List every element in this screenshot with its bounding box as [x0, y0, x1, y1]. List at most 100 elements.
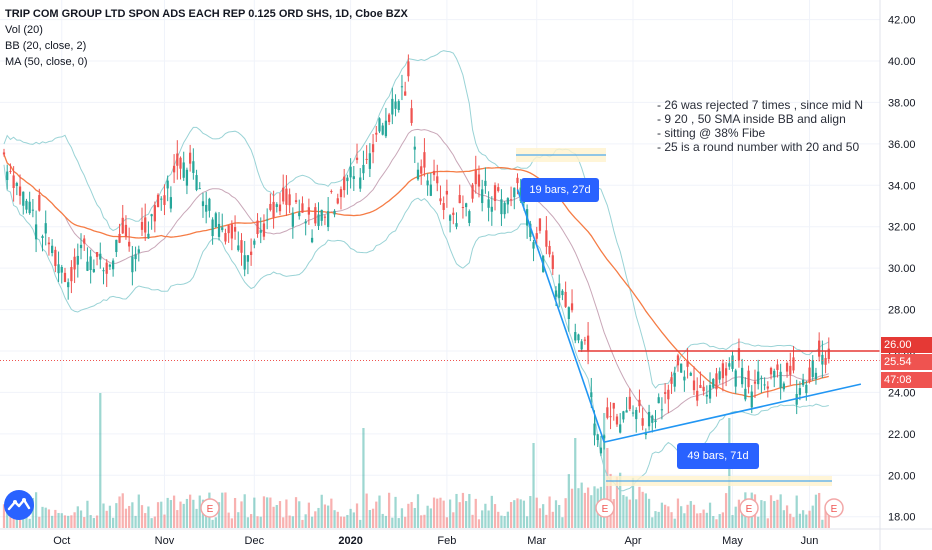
candle-body [696, 390, 699, 401]
volume-bar [362, 428, 365, 528]
volume-bar [574, 438, 577, 528]
candle-body [558, 283, 561, 298]
volume-bar [737, 499, 741, 528]
volume-bar [606, 448, 609, 528]
time-tick-label: May [722, 535, 743, 547]
volume-bar [262, 496, 266, 528]
candle-body [753, 381, 757, 384]
volume-bar [182, 503, 185, 528]
volume-bar [217, 502, 221, 528]
bar-countdown-tag: 47:08 [881, 372, 932, 388]
candle-body [468, 211, 471, 223]
time-tick-label: Apr [624, 535, 641, 547]
candle-body [336, 198, 339, 204]
candle-body [355, 157, 359, 160]
volume-bar [160, 501, 163, 528]
candle-body [586, 335, 590, 351]
symbol-title[interactable]: TRIP COM GROUP LTD SPON ADS EACH REP 0.1… [5, 8, 408, 20]
volume-bar [635, 499, 638, 528]
candle-body [567, 307, 570, 320]
candle-body [246, 255, 250, 262]
legend-moving-average[interactable]: MA (50, close, 0) [5, 56, 88, 68]
candle-body [150, 214, 153, 217]
earnings-marker-icon [595, 498, 615, 518]
candle-body [599, 447, 603, 454]
legend-bollinger[interactable]: BB (20, close, 2) [5, 40, 87, 52]
volume-bar [128, 505, 131, 528]
price-tick-label: 32.00 [888, 222, 916, 234]
candle-body [814, 372, 818, 379]
volume-bar [323, 504, 327, 528]
candle-body [397, 101, 400, 110]
volume-bar [243, 494, 246, 528]
candle-body [163, 195, 166, 205]
candle-body [6, 171, 9, 181]
volume-bar [535, 497, 538, 528]
volume-bar [387, 492, 391, 528]
candle-body [47, 242, 51, 245]
candle-body [683, 376, 686, 381]
bars-range-callout[interactable]: 49 bars, 71d [677, 443, 759, 469]
volume-bar [769, 495, 773, 528]
candle-body [635, 409, 638, 420]
candle-body [792, 357, 795, 371]
volume-bar [811, 505, 814, 528]
earnings-marker-label: E [207, 504, 214, 515]
candle-body [503, 202, 506, 215]
candle-body [2, 152, 6, 155]
candle-body [301, 203, 304, 213]
legend-volume[interactable]: Vol (20) [5, 24, 43, 36]
volume-bar [760, 500, 763, 528]
candle-body [9, 170, 12, 172]
volume-bar [757, 516, 760, 528]
volume-bar [516, 498, 519, 528]
candle-body [513, 187, 516, 198]
earnings-marker-label: E [602, 504, 609, 515]
volume-bar [314, 511, 317, 528]
volume-bar [734, 506, 737, 528]
volume-bar [503, 516, 506, 528]
volume-bar [144, 513, 147, 528]
price-tick-label: 24.00 [888, 387, 916, 399]
candle-body [827, 348, 830, 360]
candle-body [221, 227, 224, 231]
time-tick-label: Oct [53, 535, 70, 547]
volume-bar [317, 507, 320, 528]
candle-body [432, 170, 436, 175]
candle-body [95, 252, 99, 257]
candle-body [18, 186, 22, 196]
volume-bar [798, 513, 802, 528]
volume-bar [67, 515, 70, 528]
candle-body [490, 206, 493, 212]
candle-body [728, 363, 731, 367]
volume-bar [240, 501, 243, 528]
candle-body [757, 371, 760, 385]
volume-bar [327, 505, 330, 528]
volume-bar [221, 492, 224, 528]
time-tick-label: Nov [155, 535, 175, 547]
volume-bar [368, 510, 371, 528]
volume-bar [214, 517, 217, 528]
candle-body [647, 411, 651, 427]
candle-body [172, 165, 176, 173]
candle-body [233, 227, 237, 232]
tradingview-logo-icon[interactable] [4, 490, 34, 520]
bars-range-callout[interactable]: 19 bars, 27d [521, 178, 599, 202]
volume-bar [111, 517, 115, 528]
candle-body [715, 373, 718, 390]
price-tick-label: 22.00 [888, 429, 916, 441]
volume-bar [253, 497, 256, 528]
candle-body [410, 108, 413, 123]
candle-body [436, 176, 439, 184]
volume-bar [558, 504, 561, 528]
volume-bar [28, 518, 31, 528]
candle-body [137, 249, 140, 253]
volume-bar [47, 509, 51, 528]
candle-body [381, 125, 384, 135]
volume-bar [259, 516, 262, 528]
earnings-marker-label: E [746, 504, 753, 515]
volume-bar [474, 498, 477, 528]
volume-bar [195, 508, 198, 528]
